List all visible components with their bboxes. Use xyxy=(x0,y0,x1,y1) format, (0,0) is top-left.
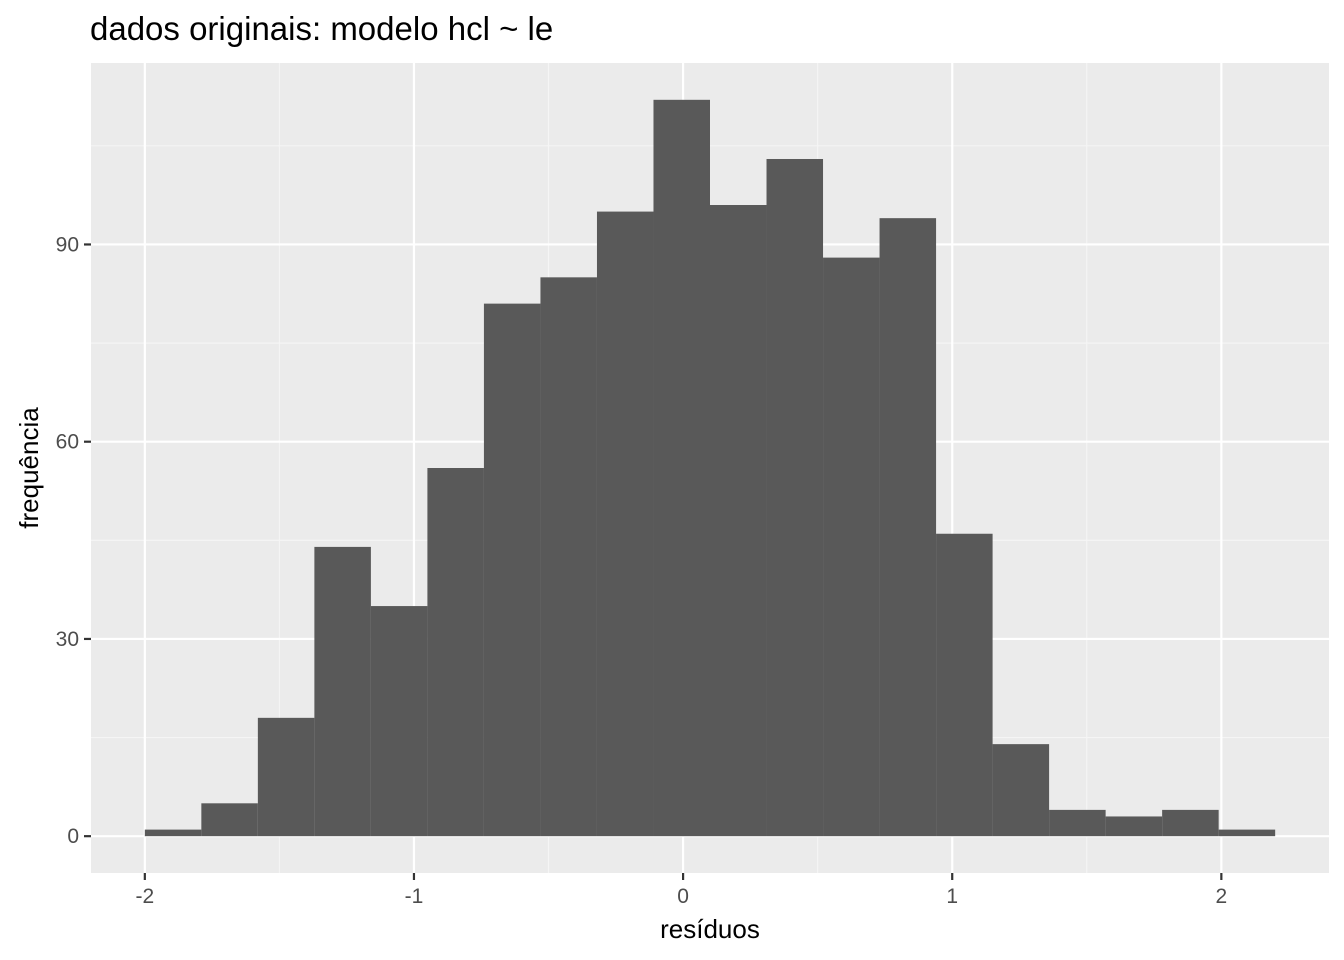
y-tick-label: 0 xyxy=(67,825,79,848)
histogram-bar xyxy=(823,257,880,837)
histogram-bar xyxy=(1105,816,1163,837)
histogram-bar xyxy=(427,468,484,837)
histogram-bar xyxy=(314,546,371,837)
x-axis: -2 -1 0 1 2 xyxy=(135,873,1227,908)
histogram-bar xyxy=(596,211,654,837)
histogram-bar xyxy=(540,277,597,837)
histogram-bar xyxy=(1162,809,1219,837)
histogram-bar xyxy=(1218,829,1276,837)
y-tick-label: 60 xyxy=(56,431,79,454)
y-tick-label: 90 xyxy=(56,233,79,256)
histogram-bar xyxy=(879,218,937,837)
chart-title: dados originais: modelo hcl ~ le xyxy=(90,10,553,47)
x-tick-label: 2 xyxy=(1216,885,1228,908)
histogram-bar xyxy=(653,99,710,837)
histogram-bar xyxy=(710,205,767,837)
histogram-bars xyxy=(144,99,1276,837)
x-tick-label: -1 xyxy=(405,885,424,908)
histogram-bar xyxy=(257,717,315,837)
histogram-bar xyxy=(936,533,993,837)
histogram-bar xyxy=(1049,809,1106,837)
histogram-bar xyxy=(766,158,824,837)
x-axis-title: resíduos xyxy=(660,914,760,944)
y-axis-title: frequência xyxy=(14,407,44,529)
histogram-bar xyxy=(483,303,541,837)
x-tick-label: 0 xyxy=(677,885,689,908)
y-tick-label: 30 xyxy=(56,628,79,651)
x-tick-label: 1 xyxy=(946,885,958,908)
y-axis: 0 30 60 90 xyxy=(56,233,91,848)
histogram-bar xyxy=(370,606,428,837)
x-tick-label: -2 xyxy=(135,885,154,908)
histogram-bar xyxy=(144,829,202,837)
histogram-bar xyxy=(992,744,1050,837)
histogram-bar xyxy=(201,803,258,837)
